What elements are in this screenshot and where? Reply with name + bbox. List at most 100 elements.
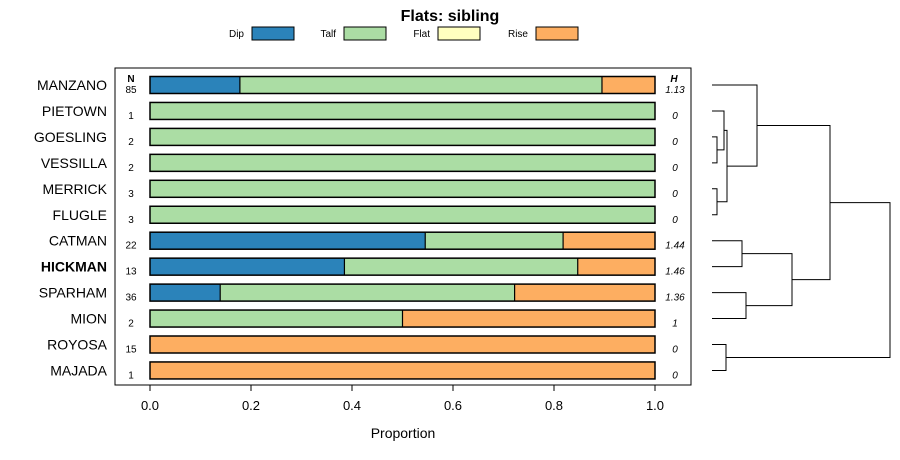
- bar-segment-talf: [150, 128, 655, 146]
- bar-segment-talf: [150, 102, 655, 120]
- x-tick-label: 1.0: [646, 398, 664, 413]
- dendrogram-branch: [757, 125, 831, 281]
- x-tick-label: 0.6: [444, 398, 462, 413]
- h-value: 0: [672, 370, 678, 381]
- dendrogram-branch: [712, 292, 747, 320]
- row-label: MERRICK: [42, 181, 107, 197]
- h-value: 1.13: [665, 85, 685, 96]
- legend-swatch: [251, 26, 295, 41]
- bar-outline: [149, 179, 656, 199]
- row-label: ROYOSA: [47, 337, 108, 353]
- dendrogram-branch: [712, 188, 718, 216]
- bar-segment-rise: [601, 76, 655, 94]
- row-label: FLUGLE: [53, 207, 107, 223]
- bar-segment-dip: [150, 232, 426, 250]
- h-value: 1.36: [665, 293, 685, 304]
- bar-segment-talf: [220, 284, 515, 302]
- bar-segment-talf: [344, 258, 578, 276]
- row-label: MANZANO: [37, 77, 107, 93]
- x-tick-label: 0.4: [343, 398, 361, 413]
- bar-segment-rise: [150, 361, 655, 379]
- x-axis: 0.0 0.2 0.4 0.6 0.8 1.0: [141, 385, 664, 413]
- row-label: SPARHAM: [39, 285, 107, 301]
- row-label: PIETOWN: [42, 103, 107, 119]
- bar-outline: [149, 361, 656, 380]
- bar-segment-dip: [150, 76, 240, 94]
- legend-label: Dip: [229, 29, 244, 40]
- h-value: 0: [672, 189, 678, 200]
- bar-outline: [149, 101, 656, 121]
- row-label: CATMAN: [49, 233, 107, 249]
- h-value: 0: [672, 137, 678, 148]
- legend-label: Rise: [508, 29, 528, 40]
- bar-segment-talf: [150, 180, 655, 198]
- bar-row: VESSILLA 2 0: [41, 153, 678, 174]
- bar-segment-talf: [150, 206, 655, 224]
- h-value: 1.46: [665, 267, 685, 278]
- n-value: 3: [128, 189, 134, 200]
- dendrogram-branch: [712, 110, 725, 151]
- legend-swatch: [535, 26, 579, 41]
- bar-row: MAJADA 1 0: [50, 361, 678, 381]
- n-value: 13: [125, 267, 137, 278]
- row-label: GOESLING: [34, 129, 107, 145]
- bar-segment-talf: [150, 310, 403, 328]
- dendrogram-branch: [712, 84, 758, 167]
- dendrogram-branch: [742, 253, 793, 307]
- n-value: 15: [125, 345, 137, 356]
- dendrogram: [712, 84, 891, 371]
- h-column-header: H: [670, 74, 678, 85]
- bar-outline: [149, 205, 656, 224]
- h-value: 0: [672, 111, 678, 122]
- dendrogram-branch: [717, 129, 728, 203]
- bar-row: MANZANO 85 1.13: [37, 75, 685, 96]
- legend-swatch: [437, 26, 481, 41]
- h-value: 1.44: [665, 241, 685, 252]
- bar-segment-talf: [239, 76, 602, 94]
- bar-row: MERRICK 3 0: [42, 179, 678, 200]
- bar-outline: [149, 231, 656, 250]
- dendrogram-branch: [712, 136, 718, 164]
- h-value: 0: [672, 215, 678, 226]
- chart-title: Flats: sibling: [401, 8, 500, 25]
- bar-row: GOESLING 2 0: [34, 127, 678, 148]
- x-tick-label: 0.8: [545, 398, 563, 413]
- dendrogram-branch: [726, 202, 891, 358]
- x-axis-title: Proportion: [371, 425, 436, 441]
- row-label: HICKMAN: [41, 259, 107, 275]
- row-label: MION: [70, 311, 107, 327]
- legend: Dip Talf Flat Rise: [229, 26, 579, 41]
- n-value: 2: [128, 319, 134, 330]
- dendrogram-branch: [712, 344, 727, 371]
- bar-outline: [149, 283, 656, 302]
- bar-segment-dip: [150, 258, 345, 276]
- n-value: 2: [128, 163, 134, 174]
- bar-row: MION 2 1: [70, 309, 678, 330]
- x-tick-label: 0.0: [141, 398, 159, 413]
- bar-outline: [149, 309, 656, 328]
- bar-row: CATMAN 22 1.44: [49, 231, 685, 252]
- bar-row: HICKMAN 13 1.46: [41, 257, 685, 278]
- n-value: 36: [125, 293, 137, 304]
- bar-row: PIETOWN 1 0: [42, 101, 678, 122]
- bar-outline: [149, 335, 656, 354]
- bar-segment-talf: [150, 154, 655, 172]
- bar-segment-rise: [563, 232, 655, 250]
- bar-row: SPARHAM 36 1.36: [39, 283, 685, 304]
- row-label: MAJADA: [50, 362, 107, 378]
- bar-row: FLUGLE 3 0: [53, 205, 678, 226]
- n-value: 1: [128, 370, 134, 381]
- bar-outline: [149, 75, 656, 95]
- h-value: 0: [672, 345, 678, 356]
- x-tick-label: 0.2: [242, 398, 260, 413]
- bar-segment-talf: [425, 232, 564, 250]
- bar-outline: [149, 127, 656, 147]
- n-column-header: N: [127, 74, 134, 85]
- dendrogram-branch: [712, 240, 743, 268]
- bar-outline: [149, 153, 656, 173]
- legend-swatch: [343, 26, 387, 41]
- n-value: 3: [128, 215, 134, 226]
- h-value: 0: [672, 163, 678, 174]
- legend-label: Flat: [413, 29, 430, 40]
- bar-segment-rise: [402, 310, 655, 328]
